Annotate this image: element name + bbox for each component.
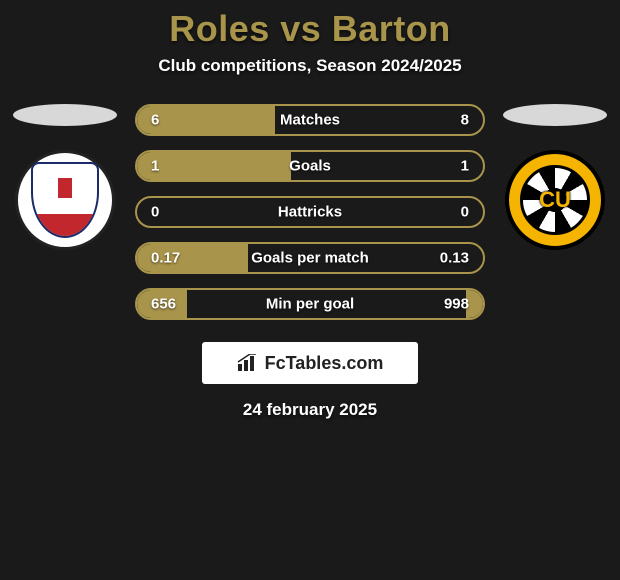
- stat-label: Goals: [289, 158, 331, 175]
- stat-row-goals-per-match: 0.17 Goals per match 0.13: [135, 242, 485, 274]
- stat-left-value: 0: [151, 204, 159, 221]
- snapshot-date: 24 february 2025: [0, 400, 620, 420]
- stat-right-value: 0: [461, 204, 469, 221]
- stat-left-value: 656: [151, 296, 176, 313]
- stat-right-value: 0.13: [440, 250, 469, 267]
- stat-row-min-per-goal: 656 Min per goal 998: [135, 288, 485, 320]
- stat-row-hattricks: 0 Hattricks 0: [135, 196, 485, 228]
- fctables-link[interactable]: FcTables.com: [202, 342, 418, 384]
- stat-label: Matches: [280, 112, 340, 129]
- stat-label: Min per goal: [266, 296, 354, 313]
- stat-left-value: 0.17: [151, 250, 180, 267]
- stat-row-goals: 1 Goals 1: [135, 150, 485, 182]
- comparison-card: Roles vs Barton Club competitions, Seaso…: [0, 0, 620, 420]
- stat-left-value: 1: [151, 158, 159, 175]
- player-silhouette-shadow: [13, 104, 117, 126]
- left-team-crest: [15, 150, 115, 250]
- stats-table: 6 Matches 8 1 Goals 1 0 Hattricks 0: [135, 104, 485, 320]
- stat-label: Hattricks: [278, 204, 342, 221]
- right-team-crest: CU: [505, 150, 605, 250]
- football-icon: CU: [520, 165, 590, 235]
- stat-right-value: 1: [461, 158, 469, 175]
- bar-chart-icon: [237, 354, 259, 372]
- crawley-shield-icon: [31, 162, 99, 238]
- page-subtitle: Club competitions, Season 2024/2025: [0, 56, 620, 76]
- comparison-layout: 6 Matches 8 1 Goals 1 0 Hattricks 0: [0, 104, 620, 320]
- stat-right-value: 8: [461, 112, 469, 129]
- crest-letters: CU: [539, 187, 571, 213]
- right-team-column: CU: [495, 104, 615, 250]
- left-team-column: [5, 104, 125, 250]
- stat-right-value: 998: [444, 296, 469, 313]
- stat-label: Goals per match: [251, 250, 369, 267]
- stat-row-matches: 6 Matches 8: [135, 104, 485, 136]
- stat-bar-left: [137, 152, 291, 180]
- stat-left-value: 6: [151, 112, 159, 129]
- page-title: Roles vs Barton: [0, 8, 620, 50]
- player-silhouette-shadow: [503, 104, 607, 126]
- branding-text: FcTables.com: [265, 353, 384, 374]
